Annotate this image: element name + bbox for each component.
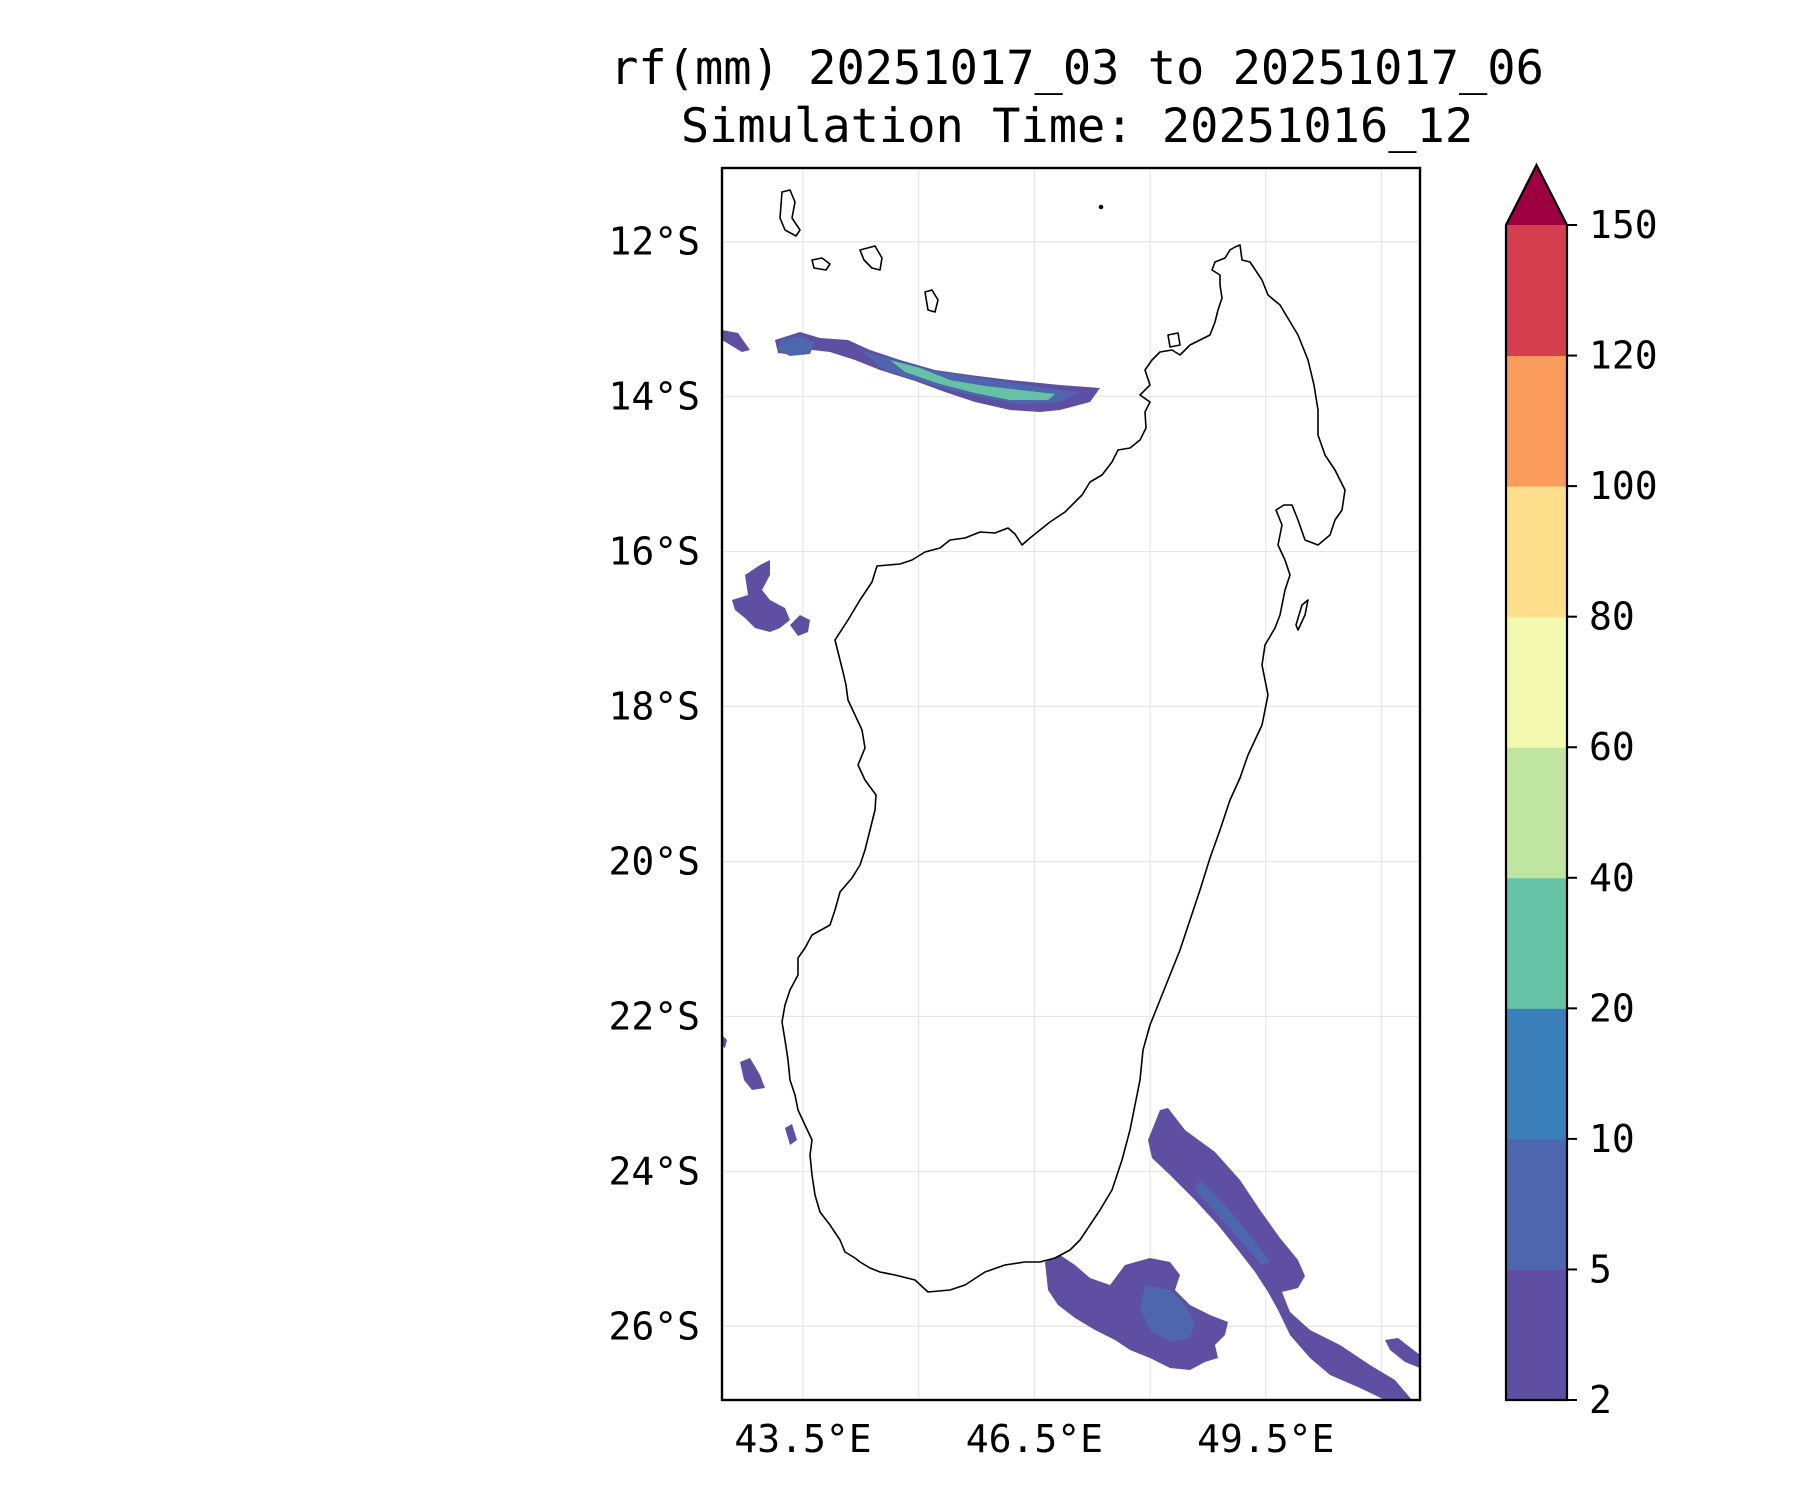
latitude-tick-labels: 12°S 14°S 16°S 18°S 20°S 22°S 24°S 26°S — [608, 220, 700, 1349]
colorbar-segment — [1506, 1138, 1567, 1270]
map-frame — [720, 166, 1422, 1402]
rain-cluster-south — [1045, 1255, 1228, 1370]
mozambique-channel-island-2 — [811, 257, 831, 271]
colorbar-segment — [1506, 1269, 1567, 1401]
rain-cell-southwest-2 — [785, 1124, 797, 1145]
rain-cluster-south-core — [1140, 1285, 1195, 1342]
colorbar-tick-label: 2 — [1589, 1378, 1612, 1422]
rain-band-southeast-core — [1195, 1180, 1270, 1266]
colorbar-segment — [1506, 1008, 1567, 1140]
colorbar-tick-label: 100 — [1589, 464, 1658, 508]
colorbar-tick-label: 10 — [1589, 1117, 1635, 1161]
colorbar-outline — [1504, 162, 1569, 1402]
nosy-be-island — [1167, 332, 1181, 348]
rain-band-north-peak — [890, 360, 1055, 400]
rain-band-southeast — [1148, 1108, 1412, 1400]
colorbar-tick-label: 60 — [1589, 725, 1635, 769]
map-background — [722, 168, 1420, 1400]
lat-tick-label: 18°S — [608, 685, 700, 729]
lat-tick-label: 14°S — [608, 375, 700, 419]
colorbar-segment — [1506, 877, 1567, 1009]
rain-band-northwest — [722, 330, 750, 352]
rain-cell-southeast-tail — [1385, 1338, 1420, 1368]
lon-tick-label: 43.5°E — [734, 1417, 871, 1461]
comoros-island-2 — [924, 289, 939, 313]
figure-title-line2: Simulation Time: 20251016_12 — [681, 99, 1473, 154]
lat-tick-label: 22°S — [608, 994, 700, 1038]
lat-tick-label: 12°S — [608, 220, 700, 264]
rainfall-fill — [722, 330, 1420, 1400]
longitude-tick-labels: 43.5°E 46.5°E 49.5°E — [734, 1417, 1334, 1461]
colorbar-segment — [1506, 616, 1567, 748]
lat-tick-label: 24°S — [608, 1149, 700, 1193]
colorbar-segment — [1506, 747, 1567, 879]
colorbar-tick-label: 20 — [1589, 986, 1635, 1030]
colorbar-tick-label: 5 — [1589, 1247, 1612, 1291]
lat-tick-label: 26°S — [608, 1304, 700, 1348]
colorbar-tick-label: 40 — [1589, 856, 1635, 900]
colorbar-extend-arrow — [1506, 165, 1567, 225]
sainte-marie-island — [1295, 599, 1309, 631]
rain-cell-west-edge — [722, 1035, 727, 1048]
mozambique-channel-island-1 — [779, 189, 801, 237]
lat-tick-label: 16°S — [608, 530, 700, 574]
rain-cell-north-small — [778, 336, 815, 356]
colorbar-segment — [1506, 355, 1567, 487]
lon-tick-label: 46.5°E — [966, 1417, 1103, 1461]
rain-cluster-west-2 — [790, 615, 810, 636]
coastline — [779, 189, 1346, 1293]
colorbar-segment — [1506, 225, 1567, 357]
colorbar-segment — [1506, 486, 1567, 618]
colorbar-tick-label: 150 — [1589, 203, 1658, 247]
lat-tick-label: 20°S — [608, 839, 700, 883]
map-panel — [720, 166, 1422, 1402]
lon-tick-label: 49.5°E — [1197, 1417, 1334, 1461]
tiny-island — [1098, 204, 1104, 210]
rain-cell-southwest — [740, 1058, 765, 1090]
rain-band-north-core — [860, 350, 1080, 404]
madagascar-coastline — [781, 244, 1346, 1293]
gridlines — [722, 168, 1420, 1400]
rain-cluster-west — [732, 560, 790, 632]
colorbar-tick-label: 120 — [1589, 334, 1658, 378]
comoros-island-1 — [859, 245, 883, 271]
colorbar: 2 5 10 20 40 60 80 100 120 150 — [1504, 162, 1658, 1422]
figure-title-line1: rf(mm) 20251017_03 to 20251017_06 — [610, 41, 1544, 96]
colorbar-tick-label: 80 — [1589, 595, 1635, 639]
